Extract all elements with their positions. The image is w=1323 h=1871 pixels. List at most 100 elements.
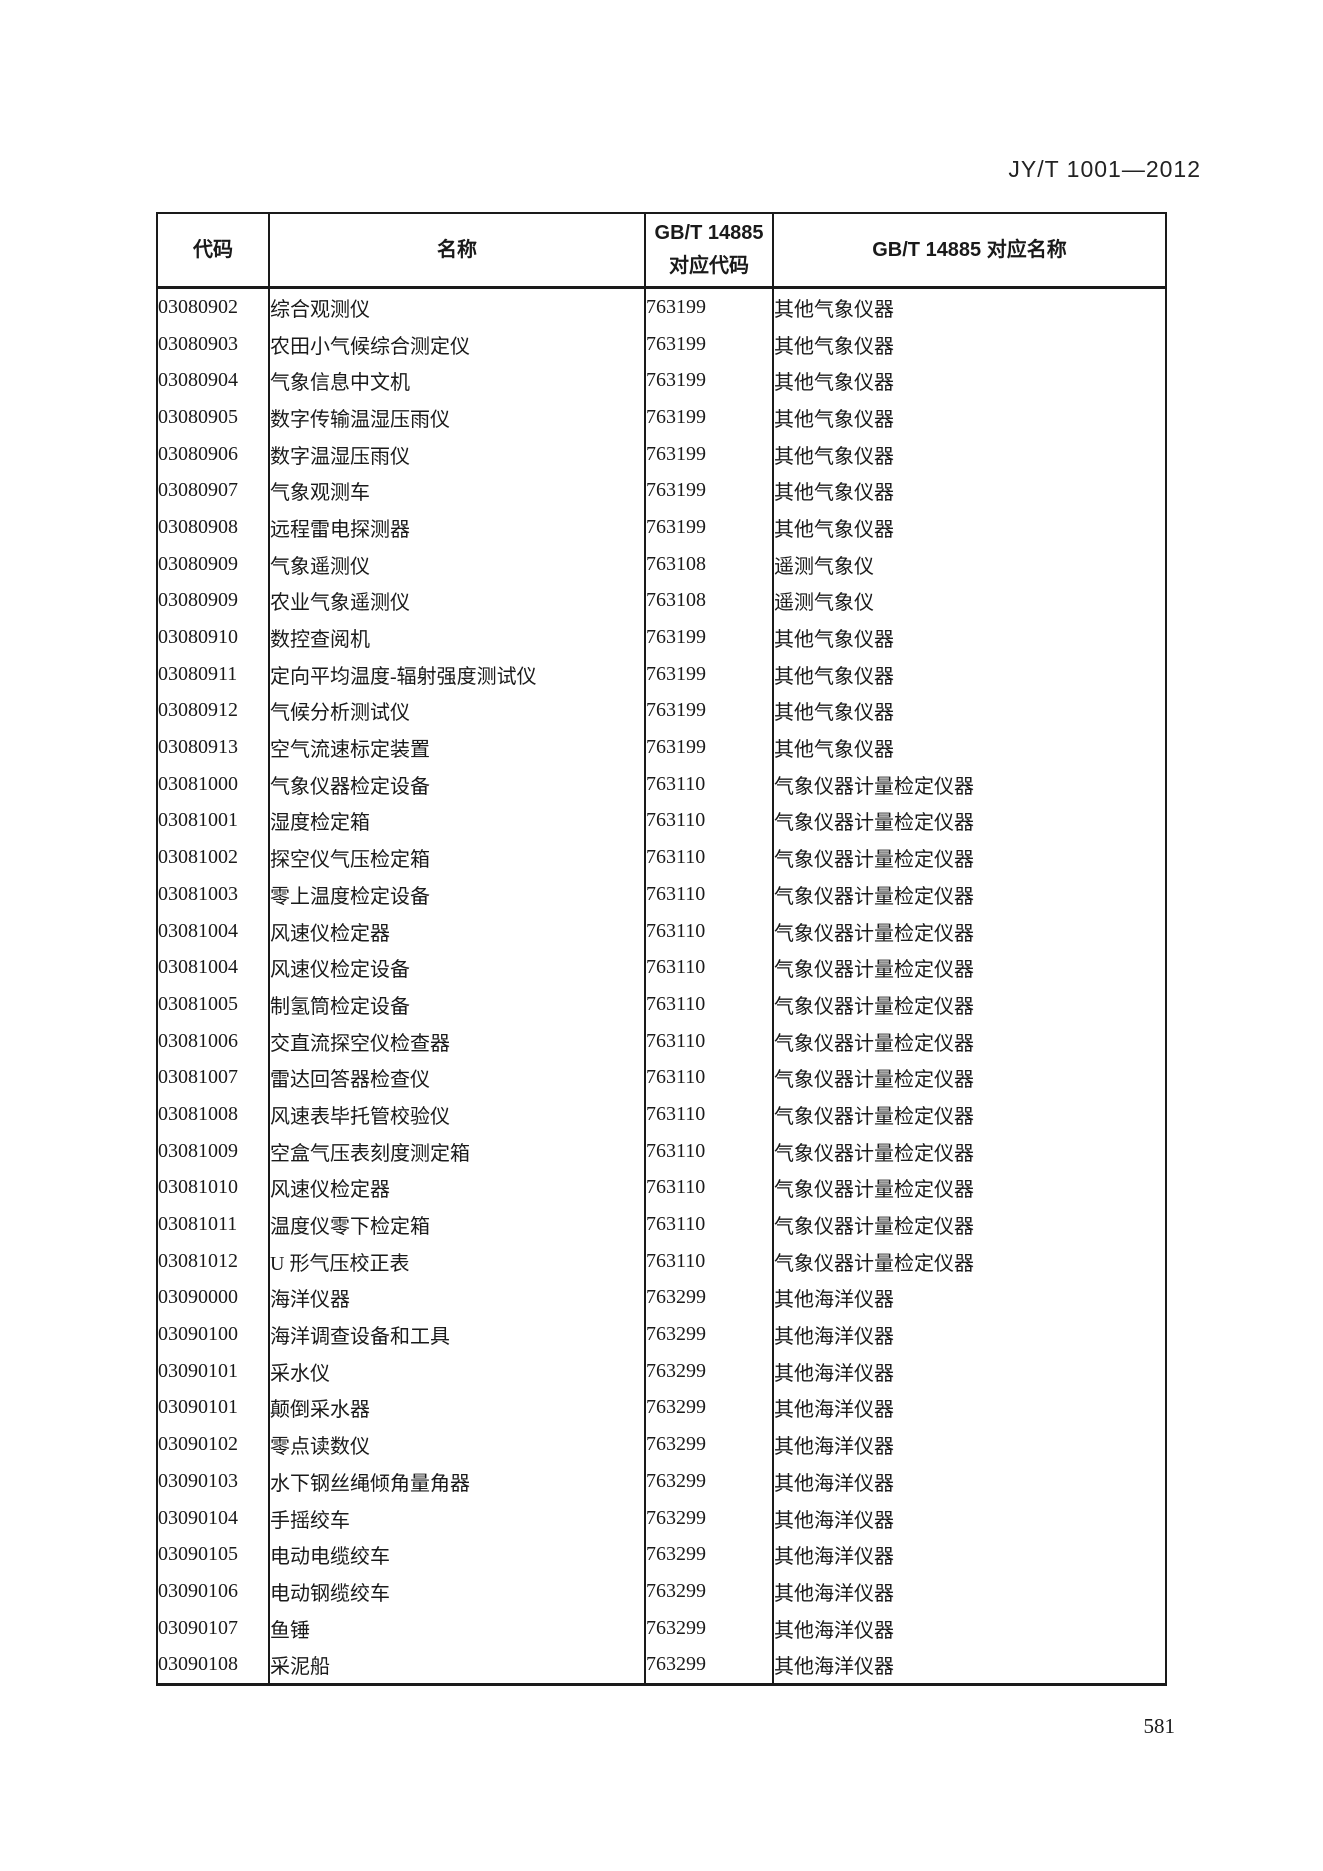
cell-gbt-name: 气象仪器计量检定仪器 (774, 959, 974, 982)
cell-gbt-code: 763199 (645, 619, 774, 656)
table-row: 03080913 空气流速标定装置 763199 其他气象仪器 (157, 729, 1166, 766)
cell-gbt-code: 763110 (645, 1169, 774, 1207)
cell-name: 气象遥测仪 (269, 545, 646, 583)
cell-gbt-name: 其他海洋仪器 (774, 1582, 894, 1605)
cell-code: 03090100 (157, 1316, 270, 1353)
cell-name: 探空仪气压检定箱 (269, 839, 646, 876)
cell-name: 数字温湿压雨仪 (269, 435, 646, 473)
table-row: 03081008 风速表毕托管校验仪 763110 气象仪器计量检定仪器 (157, 1096, 1166, 1133)
table-row: 03090108 采泥船 763299 其他海洋仪器 (157, 1646, 1166, 1685)
cell-gbt-name: 其他海洋仪器 (774, 1619, 894, 1642)
table-row: 03081003 零上温度检定设备 763110 气象仪器计量检定仪器 (157, 876, 1166, 913)
cell-gbt-code: 763299 (645, 1352, 774, 1390)
table-row: 03081009 空盒气压表刻度测定箱 763110 气象仪器计量检定仪器 (157, 1132, 1166, 1170)
col-header-gbt-code: GB/T 14885 对应代码 (645, 213, 774, 289)
cell-gbt-code: 763199 (645, 472, 774, 510)
cell-name: 鱼锤 (269, 1609, 646, 1647)
cell-gbt-code: 763199 (645, 399, 774, 436)
table-row: 03081004 风速仪检定器 763110 气象仪器计量检定仪器 (157, 912, 1166, 950)
table-row: 03090101 采水仪 763299 其他海洋仪器 (157, 1352, 1166, 1390)
cell-name: 数控查阅机 (269, 619, 646, 656)
cell-name: 空盒气压表刻度测定箱 (269, 1132, 646, 1170)
table-row: 03081007 雷达回答器检查仪 763110 气象仪器计量检定仪器 (157, 1059, 1166, 1097)
table-row: 03080907 气象观测车 763199 其他气象仪器 (157, 472, 1166, 510)
cell-name: 水下钢丝绳倾角量角器 (269, 1463, 646, 1500)
cell-code: 03080907 (157, 472, 270, 510)
table-body: 03080902 综合观测仪 763199 其他气象仪器 03080903 农田小气候综合… (157, 287, 1166, 1685)
cell-code: 03081012 (157, 1242, 270, 1280)
col-header-gbt-code-line1: GB/T 14885 (654, 222, 764, 244)
cell-code: 03081009 (157, 1132, 270, 1170)
cell-gbt-code: 763199 (645, 362, 774, 400)
cell-gbt-code: 763110 (645, 839, 774, 876)
header-row: 代码 名称 GB/T 14885 对应代码 GB/T 14885 对应名称 (157, 213, 1166, 289)
cell-code: 03090103 (157, 1463, 270, 1500)
page-number: 581 (1143, 1714, 1176, 1738)
table-row: 03090105 电动电缆绞车 763299 其他海洋仪器 (157, 1536, 1166, 1574)
cell-name: 手摇绞车 (269, 1499, 646, 1537)
cell-gbt-name: 其他气象仪器 (774, 335, 894, 358)
cell-name: 风速表毕托管校验仪 (269, 1096, 646, 1133)
cell-gbt-name: 其他气象仪器 (774, 298, 894, 321)
cell-code: 03081001 (157, 802, 270, 840)
cell-code: 03080904 (157, 362, 270, 400)
table-row: 03081011 温度仪零下检定箱 763110 气象仪器计量检定仪器 (157, 1206, 1166, 1243)
col-header-gbt-name: GB/T 14885 对应名称 (773, 213, 1166, 289)
col-header-code: 代码 (157, 213, 270, 289)
cell-gbt-code: 763110 (645, 1096, 774, 1133)
cell-gbt-name: 遥测气象仪 (774, 592, 874, 615)
cell-name: 气候分析测试仪 (269, 692, 646, 730)
table-row: 03081001 湿度检定箱 763110 气象仪器计量检定仪器 (157, 802, 1166, 840)
cell-gbt-code: 763110 (645, 912, 774, 950)
cell-code: 03081003 (157, 876, 270, 913)
table-row: 03080909 气象遥测仪 763108 遥测气象仪 (157, 545, 1166, 583)
table-row: 03080908 远程雷电探测器 763199 其他气象仪器 (157, 509, 1166, 546)
cell-gbt-name: 其他气象仪器 (774, 702, 894, 725)
table-row: 03080903 农田小气候综合测定仪 763199 其他气象仪器 (157, 325, 1166, 363)
table-row: 03080912 气候分析测试仪 763199 其他气象仪器 (157, 692, 1166, 730)
table-row: 03081012 U 形气压校正表 763110 气象仪器计量检定仪器 (157, 1242, 1166, 1280)
cell-name: 零上温度检定设备 (269, 876, 646, 913)
code-mapping-table: 代码 名称 GB/T 14885 对应代码 GB/T 14885 对应名称 03… (156, 212, 1167, 1687)
cell-name: 交直流探空仪检查器 (269, 1022, 646, 1060)
cell-code: 03080908 (157, 509, 270, 546)
table-row: 03081010 风速仪检定器 763110 气象仪器计量检定仪器 (157, 1169, 1166, 1207)
cell-gbt-name: 其他海洋仪器 (774, 1656, 894, 1679)
cell-code: 03081004 (157, 912, 270, 950)
cell-code: 03080903 (157, 325, 270, 363)
cell-name: 风速仪检定设备 (269, 949, 646, 987)
cell-name: U 形气压校正表 (269, 1242, 646, 1280)
cell-name: 远程雷电探测器 (269, 509, 646, 546)
cell-gbt-code: 763299 (645, 1536, 774, 1574)
cell-code: 03081010 (157, 1169, 270, 1207)
cell-gbt-code: 763108 (645, 582, 774, 620)
cell-code: 03081005 (157, 986, 270, 1023)
cell-gbt-code: 763299 (645, 1646, 774, 1685)
cell-gbt-code: 763199 (645, 287, 774, 326)
cell-code: 03080906 (157, 435, 270, 473)
cell-code: 03081004 (157, 949, 270, 987)
cell-name: 综合观测仪 (269, 287, 646, 326)
cell-gbt-name: 气象仪器计量检定仪器 (774, 1179, 974, 1202)
cell-gbt-code: 763110 (645, 765, 774, 803)
cell-name: 气象信息中文机 (269, 362, 646, 400)
cell-gbt-code: 763299 (645, 1279, 774, 1317)
cell-code: 03080912 (157, 692, 270, 730)
cell-gbt-name: 气象仪器计量检定仪器 (774, 1105, 974, 1128)
cell-name: 农业气象遥测仪 (269, 582, 646, 620)
cell-gbt-code: 763199 (645, 692, 774, 730)
cell-gbt-code: 763199 (645, 435, 774, 473)
table-row: 03080906 数字温湿压雨仪 763199 其他气象仪器 (157, 435, 1166, 473)
cell-name: 定向平均温度-辐射强度测试仪 (269, 655, 646, 693)
cell-code: 03090101 (157, 1352, 270, 1390)
cell-code: 03081002 (157, 839, 270, 876)
cell-gbt-code: 763299 (645, 1463, 774, 1500)
table-row: 03090101 颠倒采水器 763299 其他海洋仪器 (157, 1389, 1166, 1427)
table-row: 03081006 交直流探空仪检查器 763110 气象仪器计量检定仪器 (157, 1022, 1166, 1060)
cell-code: 03090108 (157, 1646, 270, 1685)
cell-gbt-code: 763199 (645, 509, 774, 546)
cell-gbt-name: 其他气象仪器 (774, 408, 894, 431)
cell-gbt-code: 763199 (645, 729, 774, 766)
cell-name: 海洋调查设备和工具 (269, 1316, 646, 1353)
cell-name: 电动钢缆绞车 (269, 1573, 646, 1610)
